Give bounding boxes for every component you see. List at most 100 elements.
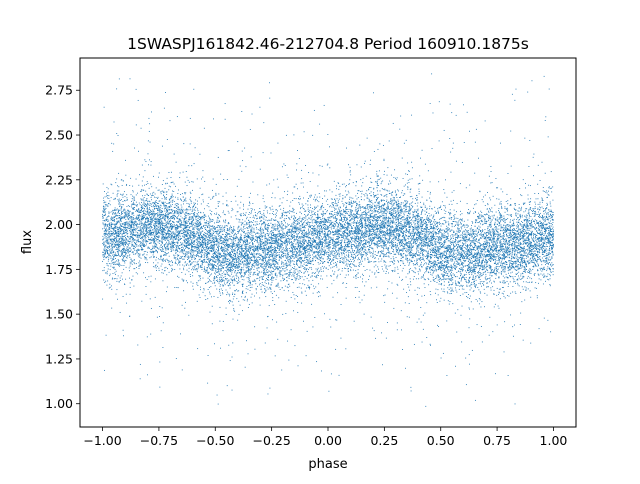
data-point: [317, 231, 319, 233]
data-point: [247, 250, 249, 252]
data-point: [323, 222, 325, 224]
data-point: [113, 227, 115, 229]
data-point: [293, 208, 295, 210]
data-point: [408, 259, 410, 261]
data-point: [171, 224, 173, 226]
data-point: [354, 230, 356, 232]
data-point: [499, 250, 500, 251]
data-point: [412, 235, 413, 237]
data-point: [474, 267, 476, 269]
data-point: [193, 206, 194, 207]
data-point: [530, 296, 532, 298]
data-point: [368, 238, 370, 240]
data-point: [379, 242, 380, 244]
data-point: [324, 213, 326, 215]
data-point: [478, 276, 480, 278]
data-point: [361, 247, 363, 249]
data-point: [481, 216, 482, 218]
data-point: [139, 236, 140, 238]
data-point: [185, 209, 187, 211]
data-point: [487, 278, 489, 279]
data-point: [203, 225, 204, 227]
data-point: [499, 236, 501, 238]
data-point: [266, 286, 268, 288]
data-point: [524, 268, 526, 270]
data-point: [143, 214, 144, 216]
data-point: [109, 222, 111, 224]
data-point: [217, 296, 219, 298]
data-point: [507, 267, 509, 269]
data-point: [163, 216, 165, 218]
data-point: [313, 251, 315, 253]
data-point: [288, 234, 290, 236]
data-point: [445, 220, 447, 222]
data-point: [537, 270, 539, 272]
data-point: [477, 265, 478, 267]
data-point: [360, 222, 362, 224]
data-point: [157, 223, 159, 225]
data-point: [368, 200, 370, 202]
data-point: [525, 255, 527, 257]
data-point: [430, 237, 432, 239]
data-point: [433, 260, 435, 262]
data-point: [377, 211, 379, 213]
data-point: [484, 194, 486, 196]
data-point: [511, 225, 513, 226]
data-point: [221, 268, 223, 270]
data-point: [263, 243, 265, 245]
data-point: [497, 249, 499, 251]
data-point: [352, 240, 354, 242]
data-point: [353, 219, 355, 221]
data-point: [135, 231, 137, 233]
data-point: [242, 222, 244, 224]
data-point: [315, 220, 317, 222]
data-point: [417, 254, 419, 256]
data-point: [155, 250, 157, 252]
data-point: [240, 260, 241, 262]
data-point: [332, 227, 334, 229]
data-point: [437, 279, 439, 281]
data-point: [466, 265, 468, 267]
data-point: [506, 244, 508, 246]
data-point: [362, 281, 363, 283]
data-point: [255, 259, 257, 261]
data-point: [290, 247, 292, 249]
data-point: [272, 249, 274, 250]
data-point: [292, 192, 294, 194]
data-point: [149, 230, 151, 232]
data-point: [175, 225, 177, 227]
data-point: [461, 267, 463, 269]
data-point: [282, 232, 284, 234]
data-point: [460, 255, 462, 257]
data-point: [277, 231, 279, 233]
data-point: [425, 224, 427, 226]
data-point: [357, 230, 359, 231]
data-point: [280, 240, 282, 242]
data-point: [114, 233, 116, 235]
data-point: [169, 120, 171, 122]
data-point: [150, 307, 152, 309]
data-point: [527, 91, 529, 93]
data-point: [511, 254, 513, 256]
data-point: [264, 268, 266, 270]
data-point: [445, 251, 447, 253]
data-point: [444, 236, 445, 238]
data-point: [502, 256, 504, 258]
data-point: [342, 216, 344, 218]
data-point: [261, 266, 262, 268]
data-point: [337, 274, 339, 276]
data-point: [262, 229, 264, 231]
data-point: [536, 226, 537, 228]
data-point: [116, 255, 118, 257]
data-point: [119, 226, 121, 228]
data-point: [362, 233, 364, 235]
data-point: [420, 157, 421, 159]
data-point: [166, 211, 168, 213]
data-point: [278, 286, 280, 288]
data-point: [525, 227, 527, 229]
data-point: [228, 270, 230, 272]
data-point: [547, 217, 549, 219]
data-point: [541, 264, 543, 266]
data-point: [355, 200, 357, 202]
data-point: [499, 211, 500, 213]
